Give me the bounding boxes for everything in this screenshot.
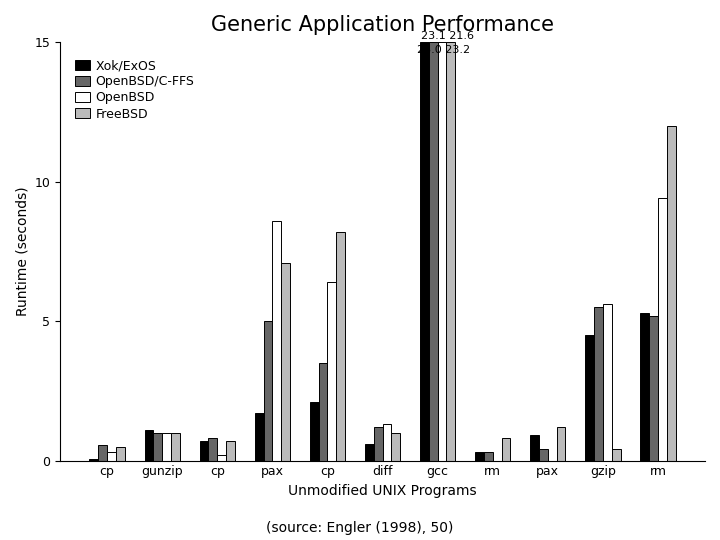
Bar — [438, 42, 446, 461]
Text: (source: Engler (1998), 50): (source: Engler (1998), 50) — [266, 521, 454, 535]
Legend: Xok/ExOS, OpenBSD/C-FFS, OpenBSD, FreeBSD: Xok/ExOS, OpenBSD/C-FFS, OpenBSD, FreeBS… — [73, 57, 197, 123]
Bar — [328, 282, 336, 461]
Bar — [199, 441, 209, 461]
Bar — [446, 42, 455, 461]
Bar — [116, 447, 125, 461]
X-axis label: Unmodified UNIX Programs: Unmodified UNIX Programs — [288, 484, 477, 498]
Bar — [217, 455, 226, 461]
Bar — [209, 438, 217, 461]
Bar — [594, 307, 603, 461]
Bar — [98, 446, 107, 461]
Bar — [226, 441, 235, 461]
Bar — [282, 262, 290, 461]
Bar — [539, 449, 548, 461]
Bar — [475, 452, 484, 461]
Bar — [382, 424, 392, 461]
Bar — [420, 42, 429, 461]
Bar — [365, 444, 374, 461]
Bar — [162, 433, 171, 461]
Bar — [649, 315, 658, 461]
Bar — [310, 402, 319, 461]
Bar — [89, 459, 98, 461]
Bar — [336, 232, 345, 461]
Bar — [667, 126, 675, 461]
Bar — [145, 430, 153, 461]
Bar — [640, 313, 649, 461]
Bar — [557, 427, 565, 461]
Bar — [171, 433, 180, 461]
Y-axis label: Runtime (seconds): Runtime (seconds) — [15, 186, 29, 316]
Title: Generic Application Performance: Generic Application Performance — [211, 15, 554, 35]
Bar — [264, 321, 272, 461]
Bar — [502, 438, 510, 461]
Text: 23.0 23.2: 23.0 23.2 — [417, 45, 469, 55]
Bar — [429, 42, 438, 461]
Text: 23.1 21.6: 23.1 21.6 — [421, 31, 474, 40]
Bar — [153, 433, 162, 461]
Bar — [319, 363, 328, 461]
Bar — [392, 433, 400, 461]
Bar — [272, 221, 282, 461]
Bar — [374, 427, 382, 461]
Bar — [484, 452, 492, 461]
Bar — [603, 305, 612, 461]
Bar — [658, 198, 667, 461]
Bar — [585, 335, 594, 461]
Bar — [107, 452, 116, 461]
Bar — [255, 413, 264, 461]
Bar — [612, 449, 621, 461]
Bar — [530, 435, 539, 461]
